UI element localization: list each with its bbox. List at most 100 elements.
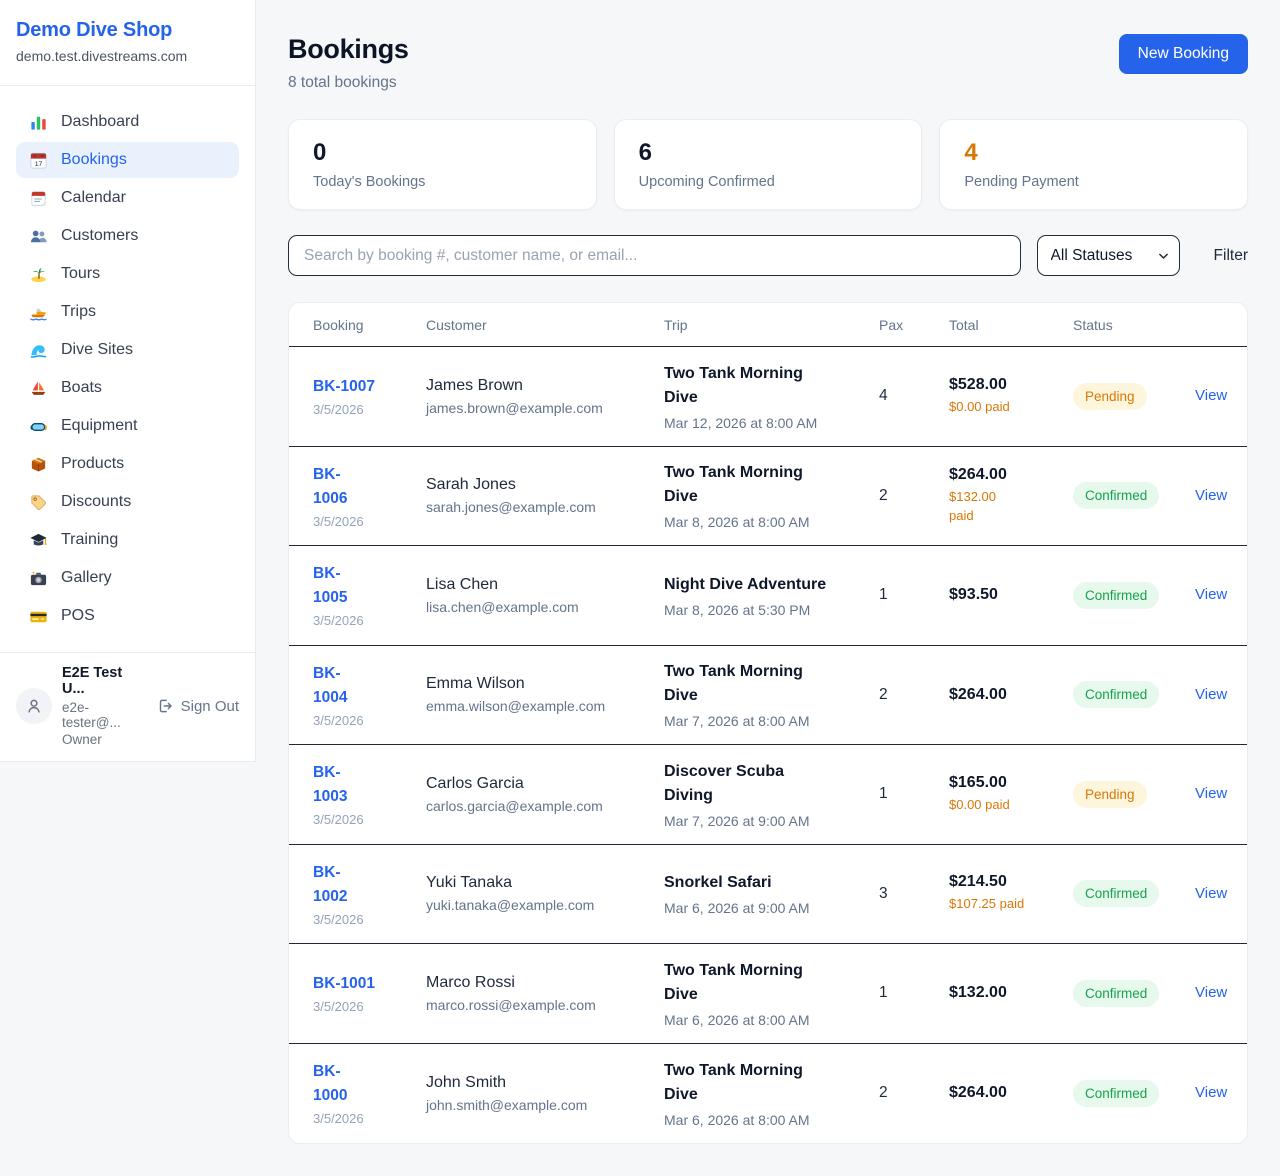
table-row: BK- 1006 3/5/2026 Sarah Jones sarah.jones@…: [289, 447, 1247, 546]
status-badge: Confirmed: [1073, 482, 1160, 510]
sign-out-label: Sign Out: [180, 697, 239, 715]
view-link[interactable]: View: [1195, 785, 1228, 803]
sidebar-item-discounts[interactable]: Discounts: [16, 484, 239, 520]
sidebar-item-calendar[interactable]: Calendar: [16, 180, 239, 216]
sidebar-item-dive-sites[interactable]: Dive Sites: [16, 332, 239, 368]
booking-date: 3/5/2026: [313, 513, 364, 529]
booking-id-link[interactable]: BK- 1005: [313, 565, 348, 607]
search-input[interactable]: [288, 235, 1021, 276]
sidebar-item-trips[interactable]: Trips: [16, 294, 239, 330]
trip-datetime: Mar 6, 2026 at 8:00 AM: [664, 1111, 810, 1128]
status-badge: Confirmed: [1073, 979, 1160, 1007]
paid-amount: $0.00 paid: [949, 796, 1010, 812]
total-amount: $264.00: [949, 685, 1007, 703]
sailboat-icon: [28, 378, 48, 398]
camera-icon: [28, 568, 48, 588]
table-row: BK- 1000 3/5/2026 John Smith john.smith@ex…: [289, 1044, 1247, 1144]
table-row: BK- 1004 3/5/2026 Emma Wilson emma.wilson@…: [289, 646, 1247, 745]
customer-name: Marco Rossi: [426, 973, 515, 991]
status-badge: Pending: [1073, 780, 1147, 808]
table-row: BK-1001 3/5/2026 Marco Rossi marco.rossi@e…: [289, 944, 1247, 1044]
stat-value: 6: [638, 139, 653, 166]
customer-email: sarah.jones@example.com: [426, 499, 596, 516]
tag-icon: [28, 492, 48, 512]
graduation-cap-icon: [28, 530, 48, 550]
view-link[interactable]: View: [1195, 685, 1228, 703]
sidebar-item-customers[interactable]: Customers: [16, 218, 239, 254]
paid-amount: $132.00 paid: [949, 488, 996, 523]
sidebar-item-label: POS: [61, 607, 95, 624]
view-link[interactable]: View: [1195, 1084, 1228, 1102]
stat-card-pending-payment: 4 Pending Payment: [939, 119, 1248, 210]
booking-id-link[interactable]: BK- 1002: [313, 863, 348, 905]
sidebar-item-boats[interactable]: Boats: [16, 370, 239, 406]
wave-icon: [28, 340, 48, 360]
calendar-date-icon: 17: [28, 150, 48, 170]
trip-name: Discover Scuba Diving: [664, 762, 785, 804]
page-subtitle: 8 total bookings: [288, 74, 397, 91]
stats-row: 0 Today's Bookings 6 Upcoming Confirmed …: [288, 119, 1248, 210]
booking-id-link[interactable]: BK- 1003: [313, 764, 348, 806]
view-link[interactable]: View: [1195, 387, 1228, 405]
trip-name: Two Tank Morning Dive: [664, 1061, 803, 1103]
sidebar-item-training[interactable]: Training: [16, 522, 239, 558]
stat-card-todays-bookings: 0 Today's Bookings: [288, 119, 597, 210]
booking-date: 3/5/2026: [313, 812, 364, 828]
sidebar-item-label: Equipment: [61, 417, 138, 434]
sidebar-item-pos[interactable]: POS: [16, 598, 239, 634]
pax-value: 1: [879, 984, 888, 1002]
sidebar-item-tours[interactable]: Tours: [16, 256, 239, 292]
bookings-table: Booking Customer Trip Pax Total Status B…: [288, 302, 1248, 1144]
booking-id-link[interactable]: BK- 1000: [313, 1063, 348, 1105]
new-booking-button[interactable]: New Booking: [1118, 34, 1248, 74]
pax-value: 1: [879, 785, 888, 803]
paid-amount: $0.00 paid: [949, 398, 1010, 414]
total-amount: $264.00: [949, 465, 1007, 483]
customer-name: John Smith: [426, 1073, 507, 1091]
trip-name: Two Tank Morning Dive: [664, 961, 803, 1003]
status-badge: Pending: [1073, 382, 1147, 410]
avatar: [16, 688, 52, 724]
user-email: e2e-tester@...: [62, 700, 121, 730]
stat-label: Pending Payment: [964, 174, 1079, 190]
booking-date: 3/5/2026: [313, 1111, 364, 1127]
status-filter-select[interactable]: All Statuses: [1036, 235, 1180, 276]
view-link[interactable]: View: [1195, 984, 1228, 1002]
view-link[interactable]: View: [1195, 884, 1228, 902]
booking-id-link[interactable]: BK- 1006: [313, 465, 348, 507]
user-name: E2E Test U...: [62, 665, 123, 697]
total-amount: $214.50: [949, 873, 1007, 891]
sidebar-item-dashboard[interactable]: Dashboard: [16, 104, 239, 140]
view-link[interactable]: View: [1195, 486, 1228, 504]
sidebar-nav: Dashboard 17 Bookings Calendar Customers…: [0, 86, 255, 652]
customer-name: Yuki Tanaka: [426, 874, 512, 892]
sign-out-button[interactable]: Sign Out: [156, 697, 239, 715]
sidebar-item-bookings[interactable]: 17 Bookings: [16, 142, 239, 178]
sign-out-icon: [156, 697, 174, 715]
pax-value: 3: [879, 884, 888, 902]
booking-id-link[interactable]: BK- 1004: [313, 664, 348, 706]
trip-datetime: Mar 8, 2026 at 5:30 PM: [664, 601, 811, 618]
sidebar-item-label: Dashboard: [61, 113, 140, 130]
package-icon: [28, 454, 48, 474]
customer-email: james.brown@example.com: [426, 399, 603, 416]
sidebar-item-label: Bookings: [61, 151, 127, 168]
svg-text:17: 17: [34, 161, 42, 168]
sidebar-item-products[interactable]: Products: [16, 446, 239, 482]
stat-label: Today's Bookings: [313, 174, 426, 190]
view-link[interactable]: View: [1195, 586, 1228, 604]
booking-date: 3/5/2026: [313, 911, 364, 927]
column-header-booking: Booking: [313, 316, 364, 333]
booking-id-link[interactable]: BK-1001: [313, 975, 376, 993]
trip-datetime: Mar 7, 2026 at 8:00 AM: [664, 713, 810, 730]
sidebar-item-equipment[interactable]: Equipment: [16, 408, 239, 444]
pax-value: 2: [879, 685, 888, 703]
booking-date: 3/5/2026: [313, 712, 364, 728]
filter-button[interactable]: Filter: [1213, 246, 1248, 264]
filter-row: All Statuses Filter: [288, 235, 1248, 276]
page-title-block: Bookings 8 total bookings: [288, 34, 409, 92]
booking-id-link[interactable]: BK-1007: [313, 378, 376, 396]
trip-datetime: Mar 12, 2026 at 8:00 AM: [664, 414, 818, 431]
sidebar-item-gallery[interactable]: Gallery: [16, 560, 239, 596]
